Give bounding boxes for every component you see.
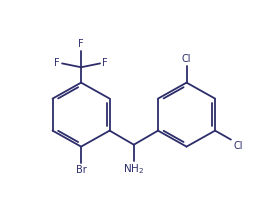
Text: Br: Br <box>76 165 86 175</box>
Text: Cl: Cl <box>182 54 191 64</box>
Text: F: F <box>54 58 60 68</box>
Text: F: F <box>78 39 84 49</box>
Text: F: F <box>102 58 108 68</box>
Text: Cl: Cl <box>233 141 242 151</box>
Text: NH$_2$: NH$_2$ <box>123 163 144 177</box>
